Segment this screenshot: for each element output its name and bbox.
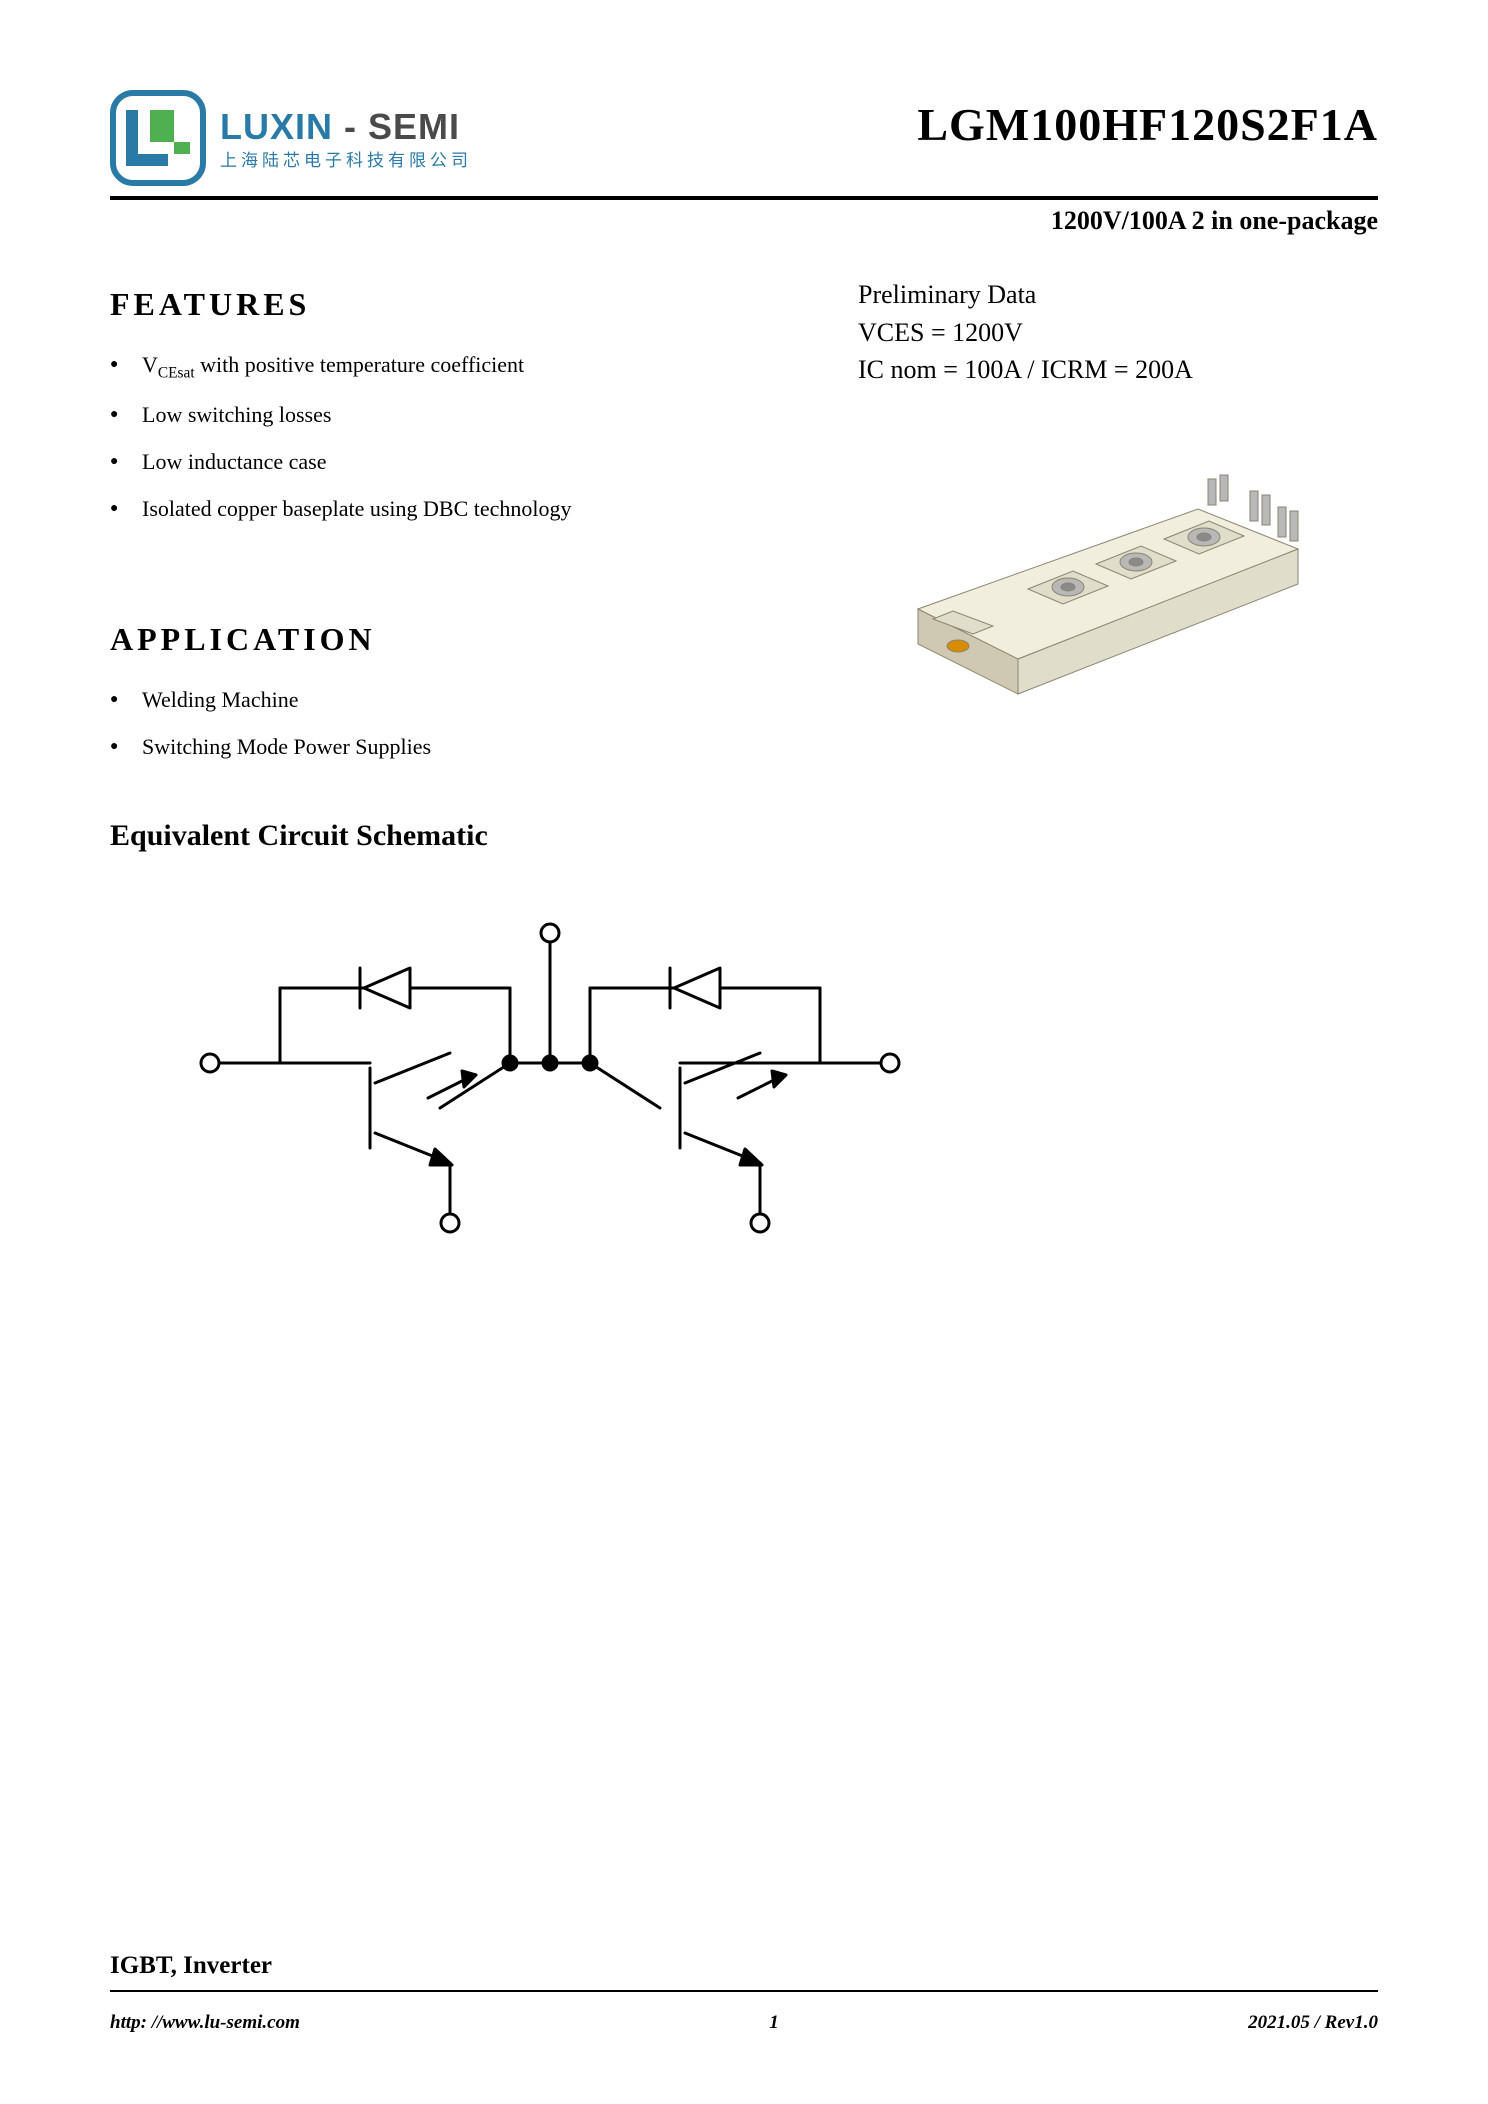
footer-label: IGBT, Inverter [110, 1952, 1378, 1980]
logo-suffix: SEMI [368, 106, 460, 147]
application-heading: APPLICATION [110, 621, 818, 658]
logo-chinese: 上海陆芯电子科技有限公司 [220, 146, 472, 171]
prelim-line2: VCES = 1200V [858, 314, 1378, 352]
feature-item: Isolated copper baseplate using DBC tech… [142, 495, 818, 524]
module-3d-render [858, 419, 1318, 699]
feature-text-sub: CEsat [158, 364, 195, 381]
footer-url: http: //www.lu-semi.com [110, 2012, 300, 2034]
logo-dash: - [333, 106, 368, 147]
part-number: LGM100HF120S2F1A [917, 98, 1378, 151]
features-heading: FEATURES [110, 286, 818, 323]
footer-page: 1 [769, 2012, 779, 2034]
prelim-line3: IC nom = 100A / ICRM = 200A [858, 351, 1378, 389]
feature-text-post: with positive temperature coefficient [195, 352, 524, 377]
schematic-heading: Equivalent Circuit Schematic [110, 819, 1378, 853]
logo-prefix: LUXIN [220, 106, 333, 147]
footer-rev: 2021.05 / Rev1.0 [1248, 2012, 1378, 2034]
header-divider [110, 196, 1378, 200]
footer-divider [110, 1990, 1378, 1992]
logo-brand-text: LUXIN - SEMI [220, 106, 472, 148]
application-item: Welding Machine [142, 686, 818, 715]
logo-icon [110, 90, 206, 186]
prelim-line1: Preliminary Data [858, 276, 1378, 314]
subtitle: 1200V/100A 2 in one-package [110, 206, 1378, 236]
feature-item: Low inductance case [142, 448, 818, 477]
logo-block: LUXIN - SEMI 上海陆芯电子科技有限公司 [110, 90, 472, 186]
features-list: VCEsat with positive temperature coeffic… [110, 351, 818, 523]
feature-item: VCEsat with positive temperature coeffic… [142, 351, 818, 383]
feature-text-pre: V [142, 352, 158, 377]
application-list: Welding Machine Switching Mode Power Sup… [110, 686, 818, 761]
feature-item: Low switching losses [142, 401, 818, 430]
preliminary-block: Preliminary Data VCES = 1200V IC nom = 1… [858, 276, 1378, 389]
application-item: Switching Mode Power Supplies [142, 733, 818, 762]
circuit-schematic [180, 913, 940, 1253]
